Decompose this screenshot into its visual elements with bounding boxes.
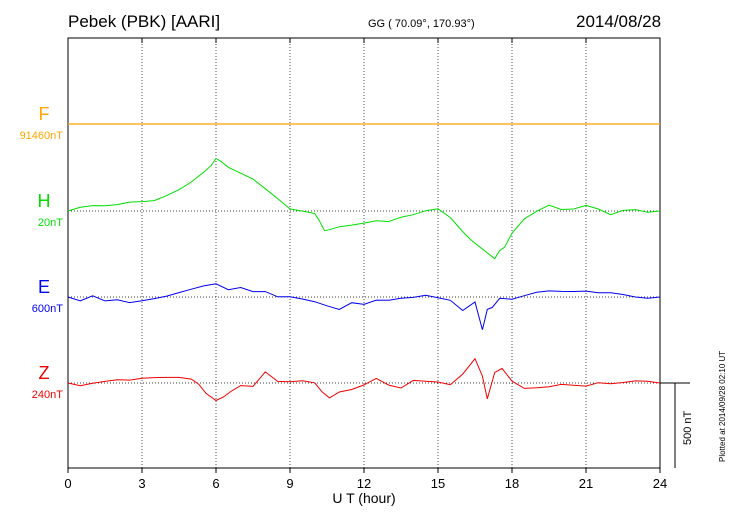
series-name-z: Z — [39, 363, 50, 383]
plot-date: 2014/08/28 — [576, 12, 661, 31]
x-tick-label: 15 — [431, 476, 445, 491]
series-layer — [67, 123, 661, 402]
plot-frame — [67, 37, 661, 469]
x-tick-label: 6 — [212, 476, 219, 491]
x-axis-title: U T (hour) — [332, 490, 395, 506]
series-name-f: F — [39, 104, 50, 124]
station-coords: GG ( 70.09°, 170.93°) — [368, 18, 475, 30]
grid — [68, 38, 660, 468]
series-name-h: H — [38, 191, 51, 211]
plot-timestamp: Plotted at 2014/09/28 02:10 UT — [718, 351, 727, 462]
series-name-e: E — [38, 277, 50, 297]
series-baseline-h: 20nT — [38, 217, 63, 229]
scale-bar-label: 500 nT — [682, 410, 694, 445]
x-tick-label: 9 — [286, 476, 293, 491]
x-tick-label: 12 — [357, 476, 371, 491]
x-tick-label: 0 — [64, 476, 71, 491]
station-title: Pebek (PBK) [AARI] — [68, 12, 220, 31]
series-line-z — [67, 357, 661, 402]
series-line-e — [67, 283, 661, 330]
series-baseline-z: 240nT — [32, 389, 63, 401]
x-tick-label: 21 — [579, 476, 593, 491]
x-tick-label: 3 — [138, 476, 145, 491]
series-labels: F 91460nT H 20nT E 600nT Z 240nT — [20, 104, 64, 401]
series-baseline-f: 91460nT — [20, 130, 64, 142]
series-baseline-e: 600nT — [32, 303, 63, 315]
x-tick-label: 18 — [505, 476, 519, 491]
x-axis: 0 3 6 9 12 15 18 21 24 — [64, 38, 667, 491]
x-tick-label: 24 — [653, 476, 667, 491]
series-line-h — [67, 157, 661, 260]
